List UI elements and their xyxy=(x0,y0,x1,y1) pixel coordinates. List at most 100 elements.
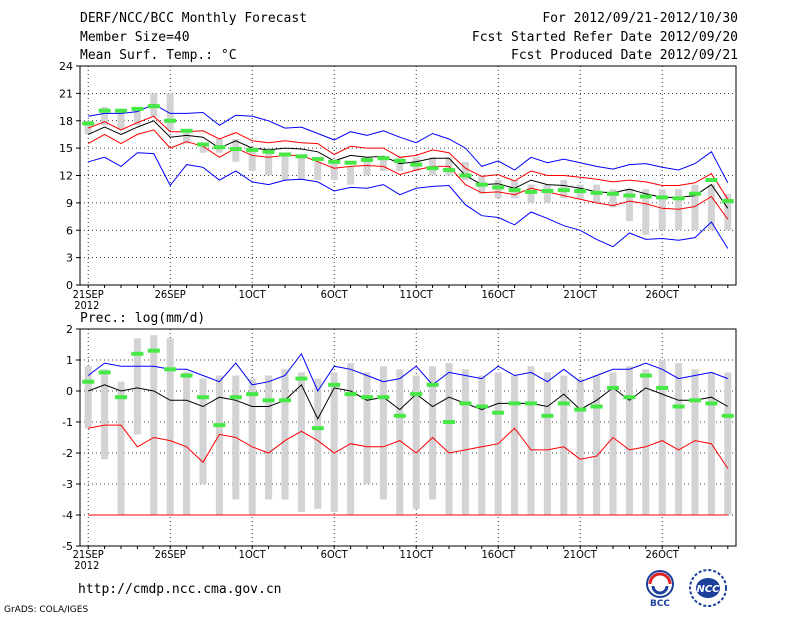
fcst-started-label: Fcst Started Refer Date 2012/09/20 xyxy=(471,30,738,45)
prec-marker-24 xyxy=(475,404,488,409)
prec-marker-16 xyxy=(344,392,357,397)
forecast-period-label: For 2012/09/21-2012/10/30 xyxy=(542,11,738,26)
prec-box-8 xyxy=(215,375,223,515)
prec-box-4 xyxy=(150,335,158,515)
temp-line-upper xyxy=(88,115,729,200)
temp-marker-20 xyxy=(410,162,423,167)
prec-marker-37 xyxy=(689,398,701,403)
temp-marker-16 xyxy=(344,160,357,165)
temp-marker-32 xyxy=(607,191,619,196)
prec-marker-17 xyxy=(361,395,373,400)
temp-marker-27 xyxy=(525,189,537,194)
temp-marker-4 xyxy=(147,104,160,109)
temp-line-lower xyxy=(87,129,729,220)
temp-line-max xyxy=(88,103,729,184)
prec-marker-4 xyxy=(147,348,160,353)
temp-marker-0 xyxy=(82,121,95,126)
prec-ytick-label-0: -5 xyxy=(62,540,73,553)
temp-line-min xyxy=(88,152,729,249)
temp-ytick-label-4: 12 xyxy=(59,170,73,183)
prec-box-11 xyxy=(265,375,273,500)
temp-ytick-label-1: 3 xyxy=(66,252,73,265)
prec-box-33 xyxy=(625,366,633,515)
prec-ytick-label-2: -3 xyxy=(62,478,73,491)
prec-marker-21 xyxy=(426,382,439,387)
temp-marker-31 xyxy=(590,190,603,195)
temp-box-13 xyxy=(297,157,305,181)
prec-marker-1 xyxy=(98,370,111,375)
temp-marker-10 xyxy=(246,147,259,152)
prec-panel-title: Prec.: log(mm/d) xyxy=(80,311,205,326)
temp-box-10 xyxy=(248,148,256,171)
prec-marker-30 xyxy=(574,407,587,412)
prec-marker-29 xyxy=(557,401,570,406)
temp-marker-25 xyxy=(492,185,505,190)
prec-marker-22 xyxy=(443,420,455,424)
temp-marker-18 xyxy=(377,156,390,161)
temp-marker-5 xyxy=(164,118,177,123)
prec-marker-14 xyxy=(311,426,324,431)
temp-line-mean xyxy=(87,120,729,209)
prec-box-24 xyxy=(478,375,486,515)
temp-box-7 xyxy=(199,143,207,153)
prec-box-18 xyxy=(379,366,387,500)
prec-box-35 xyxy=(658,360,666,515)
prec-marker-10 xyxy=(246,392,259,397)
temp-marker-2 xyxy=(115,108,127,113)
prec-marker-2 xyxy=(115,395,127,400)
prec-marker-18 xyxy=(377,395,390,400)
prec-box-1 xyxy=(101,369,109,460)
prec-box-36 xyxy=(675,363,683,515)
bcc-logo: BCC xyxy=(640,568,680,612)
temp-xtick-label-5: 11OCT xyxy=(400,288,434,301)
prec-ytick-label-3: -2 xyxy=(62,447,73,460)
temp-marker-19 xyxy=(393,158,406,163)
temp-marker-14 xyxy=(311,157,324,162)
prec-marker-26 xyxy=(508,401,521,406)
prec-ytick-label-7: 2 xyxy=(66,323,73,336)
temp-xtick-label-3: 1OCT xyxy=(239,288,267,301)
temp-box-3 xyxy=(133,107,141,126)
temp-marker-24 xyxy=(475,182,488,187)
temp-box-34 xyxy=(642,189,650,235)
temp-ytick-label-8: 24 xyxy=(59,60,73,73)
temp-marker-26 xyxy=(508,188,521,193)
temp-marker-39 xyxy=(721,199,734,204)
prec-ytick-label-4: -1 xyxy=(62,416,73,429)
temp-marker-13 xyxy=(295,154,308,159)
prec-box-31 xyxy=(593,375,601,515)
source-url[interactable]: http://cmdp.ncc.cma.gov.cn xyxy=(78,582,282,597)
prec-box-16 xyxy=(347,363,355,515)
temp-box-35 xyxy=(658,189,666,231)
prec-marker-20 xyxy=(410,392,423,397)
temp-box-14 xyxy=(314,161,322,181)
chart-title: DERF/NCC/BCC Monthly Forecast xyxy=(80,11,307,26)
prec-box-32 xyxy=(609,372,617,515)
prec-xtick-label-1: 2012 xyxy=(74,559,99,572)
prec-marker-31 xyxy=(590,404,603,409)
temp-xtick-label-0: 21SEP xyxy=(73,288,104,301)
prec-xtick-label-4: 6OCT xyxy=(321,548,349,561)
temp-marker-38 xyxy=(705,178,718,183)
temp-ytick-label-7: 21 xyxy=(59,87,73,100)
prec-line-upper xyxy=(87,352,728,393)
prec-marker-6 xyxy=(180,373,193,378)
temp-ytick-label-0: 0 xyxy=(66,279,73,292)
prec-marker-38 xyxy=(705,401,718,406)
temp-box-11 xyxy=(265,148,273,176)
prec-box-12 xyxy=(281,369,289,500)
temp-marker-1 xyxy=(98,108,111,113)
temp-marker-35 xyxy=(656,195,669,200)
temp-box-1 xyxy=(101,107,109,126)
temp-xtick-label-8: 26OCT xyxy=(646,288,680,301)
temp-marker-28 xyxy=(541,189,554,194)
prec-marker-36 xyxy=(672,404,685,409)
prec-box-22 xyxy=(445,363,453,515)
prec-marker-39 xyxy=(721,413,734,418)
prec-marker-33 xyxy=(623,395,636,400)
prec-marker-3 xyxy=(131,351,144,356)
temp-marker-9 xyxy=(229,147,242,152)
temp-box-5 xyxy=(166,93,174,130)
temp-box-15 xyxy=(330,161,338,181)
